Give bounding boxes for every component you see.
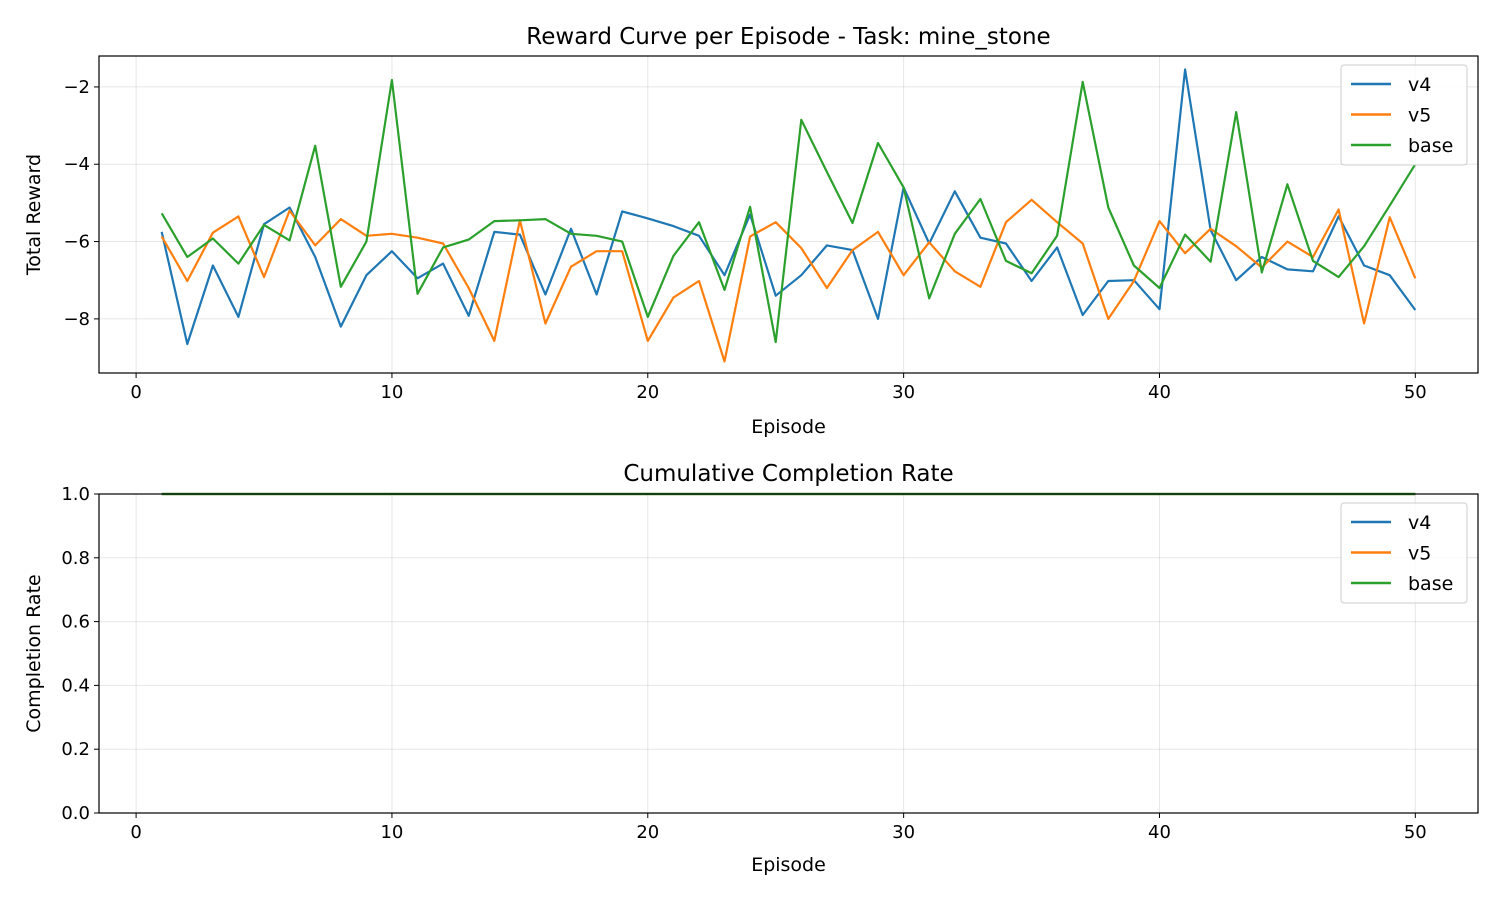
legend: v4 v5 base bbox=[1340, 502, 1468, 604]
x-axis-label: Episode bbox=[751, 416, 826, 438]
series-line-base bbox=[160, 78, 1417, 344]
reward-curve-panel: 0 10 20 30 40 50 −8 −6 −4 −2 Reward Curve per Epis… bbox=[23, 24, 1479, 438]
legend-label-v5: v5 bbox=[1408, 543, 1431, 565]
completion-rate-panel: 0 10 20 30 40 50 0.0 0.2 0.4 0.6 0.8 1.0 Cumulative … bbox=[23, 461, 1479, 876]
y-tick-label: 0.4 bbox=[61, 675, 90, 696]
series-line-v4 bbox=[160, 68, 1417, 346]
legend-label-v4: v4 bbox=[1408, 512, 1431, 534]
y-tick-label: −4 bbox=[63, 154, 90, 175]
legend-box bbox=[1340, 64, 1468, 166]
legend-label-base: base bbox=[1408, 573, 1453, 595]
series-lines bbox=[160, 68, 1417, 363]
y-tick-label: 0.2 bbox=[61, 739, 90, 760]
x-tick-label: 0 bbox=[130, 382, 141, 403]
x-tick-label: 30 bbox=[892, 822, 915, 843]
chart-title: Reward Curve per Episode - Task: mine_st… bbox=[526, 24, 1050, 50]
x-tick-label: 20 bbox=[636, 382, 659, 403]
x-tick-label: 0 bbox=[130, 822, 141, 843]
x-tick-label: 40 bbox=[1148, 382, 1171, 403]
y-tick-label: 0.8 bbox=[61, 548, 90, 569]
legend: v4 v5 base bbox=[1340, 64, 1468, 166]
grid bbox=[99, 493, 1478, 814]
x-tick-label: 50 bbox=[1404, 382, 1427, 403]
y-tick-label: −8 bbox=[63, 309, 90, 330]
chart-title: Cumulative Completion Rate bbox=[623, 461, 953, 487]
legend-label-v4: v4 bbox=[1408, 74, 1431, 96]
legend-label-v5: v5 bbox=[1408, 105, 1431, 127]
x-tick-label: 40 bbox=[1148, 822, 1171, 843]
y-axis-label: Completion Rate bbox=[23, 574, 45, 732]
y-tick-label: −2 bbox=[63, 77, 90, 98]
axes-frame bbox=[98, 55, 1479, 374]
x-tick-label: 30 bbox=[892, 382, 915, 403]
y-tick-label: 0.6 bbox=[61, 612, 90, 633]
y-axis-label: Total Reward bbox=[23, 154, 45, 276]
x-axis-label: Episode bbox=[751, 854, 826, 876]
axes-frame bbox=[98, 493, 1479, 814]
y-tick-label: 1.0 bbox=[61, 484, 90, 505]
x-tick-label: 50 bbox=[1404, 822, 1427, 843]
grid bbox=[99, 56, 1478, 373]
x-tick-label: 20 bbox=[636, 822, 659, 843]
x-tick-label: 10 bbox=[380, 382, 403, 403]
y-tick-label: −6 bbox=[63, 232, 90, 253]
y-tick-label: 0.0 bbox=[61, 803, 90, 824]
legend-box bbox=[1340, 502, 1468, 604]
x-tick-label: 10 bbox=[380, 822, 403, 843]
legend-label-base: base bbox=[1408, 135, 1453, 157]
